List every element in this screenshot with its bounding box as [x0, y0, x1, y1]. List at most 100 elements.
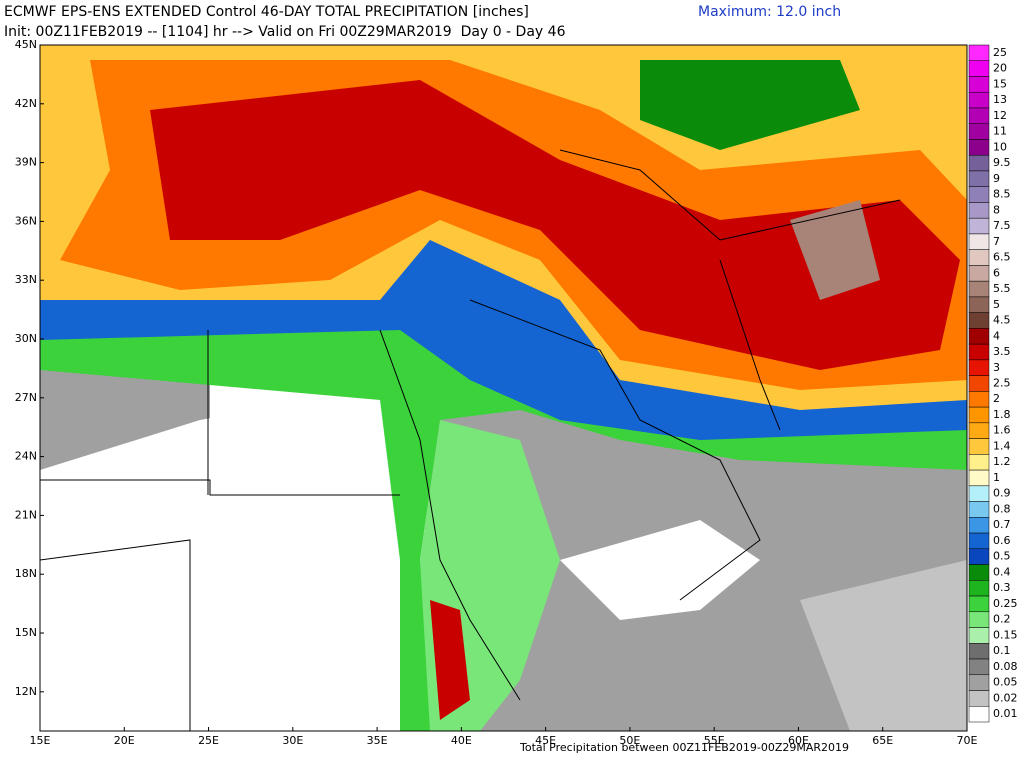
- lat-label: 33N: [15, 273, 37, 286]
- lat-label: 12N: [15, 685, 37, 698]
- colorbar-swatch: [968, 658, 990, 676]
- lat-label: 30N: [15, 332, 37, 345]
- lon-label: 15E: [30, 734, 51, 747]
- colorbar-label: 0.8: [993, 502, 1011, 515]
- colorbar-label: 0.08: [993, 660, 1018, 673]
- colorbar-label: 6.5: [993, 251, 1011, 264]
- lon-label: 25E: [198, 734, 219, 747]
- colorbar-swatch: [968, 690, 990, 707]
- precip-map: [40, 45, 967, 731]
- lon-label: 65E: [872, 734, 893, 747]
- colorbar-swatch: [968, 580, 990, 597]
- colorbar-label: 25: [993, 46, 1007, 59]
- map-frame: [39, 44, 968, 732]
- colorbar-swatch: [968, 328, 990, 345]
- lat-label: 36N: [15, 214, 37, 227]
- colorbar-label: 12: [993, 109, 1007, 122]
- colorbar-label: 9.5: [993, 156, 1011, 169]
- colorbar-label: 2: [993, 392, 1000, 405]
- lat-label: 39N: [15, 156, 37, 169]
- colorbar-label: 0.7: [993, 518, 1011, 531]
- colorbar-label: 13: [993, 93, 1007, 106]
- lat-label: 45N: [15, 38, 37, 51]
- colorbar-label: 10: [993, 140, 1007, 153]
- colorbar-swatch: [968, 343, 990, 361]
- colorbar-swatch: [968, 706, 990, 723]
- colorbar-swatch: [968, 170, 990, 187]
- colorbar-swatch: [968, 517, 990, 534]
- lat-label: 24N: [15, 450, 37, 463]
- lat-label: 21N: [15, 508, 37, 521]
- colorbar-label: 1.4: [993, 439, 1011, 452]
- colorbar-swatch: [968, 312, 990, 329]
- lon-label: 40E: [451, 734, 472, 747]
- colorbar-swatch: [968, 44, 990, 61]
- colorbar-swatch: [968, 422, 990, 439]
- colorbar-swatch: [968, 611, 990, 628]
- lon-label: 70E: [957, 734, 978, 747]
- colorbar-swatch: [968, 375, 990, 392]
- colorbar-swatch: [968, 595, 990, 613]
- colorbar-swatch: [968, 296, 990, 313]
- colorbar-swatch: [968, 627, 990, 644]
- footer: Total Precipitation between 00Z11FEB2019…: [519, 741, 849, 754]
- init-line: Init: 00Z11FEB2019 -- [1104] hr --> Vali…: [4, 24, 566, 40]
- colorbar-swatch: [968, 202, 990, 219]
- title: ECMWF EPS-ENS EXTENDED Control 46-DAY TO…: [4, 4, 529, 20]
- colorbar-label: 4: [993, 329, 1000, 342]
- lat-label: 27N: [15, 391, 37, 404]
- colorbar-swatch: [968, 217, 990, 235]
- colorbar-swatch: [968, 91, 990, 109]
- colorbar-swatch: [968, 532, 990, 550]
- colorbar-label: 0.05: [993, 676, 1018, 689]
- lon-label: 55E: [704, 734, 725, 747]
- colorbar-label: 0.02: [993, 691, 1018, 704]
- lat-label: 15N: [15, 626, 37, 639]
- colorbar-label: 5.5: [993, 282, 1011, 295]
- colorbar-label: 3: [993, 361, 1000, 374]
- colorbar-label: 11: [993, 125, 1007, 138]
- colorbar-label: 2.5: [993, 377, 1011, 390]
- colorbar-label: 1: [993, 471, 1000, 484]
- colorbar-label: 4.5: [993, 314, 1011, 327]
- colorbar-label: 5: [993, 298, 1000, 311]
- colorbar-swatch: [968, 154, 990, 172]
- colorbar-swatch: [968, 438, 990, 455]
- colorbar-swatch: [968, 501, 990, 518]
- colorbar-swatch: [968, 548, 990, 565]
- colorbar-swatch: [968, 485, 990, 502]
- colorbar-label: 6: [993, 266, 1000, 279]
- colorbar-label: 7.5: [993, 219, 1011, 232]
- colorbar-label: 0.3: [993, 581, 1011, 594]
- colorbar-label: 1.6: [993, 424, 1011, 437]
- colorbar-swatch: [968, 139, 990, 156]
- colorbar-swatch: [968, 391, 990, 408]
- lon-label: 20E: [114, 734, 135, 747]
- colorbar-label: 9: [993, 172, 1000, 185]
- colorbar-label: 8.5: [993, 188, 1011, 201]
- colorbar-label: 0.1: [993, 644, 1011, 657]
- lon-label: 35E: [367, 734, 388, 747]
- colorbar-label: 0.9: [993, 487, 1011, 500]
- colorbar-swatch: [968, 280, 990, 298]
- colorbar-label: 0.6: [993, 534, 1011, 547]
- lon-label: 60E: [788, 734, 809, 747]
- colorbar-swatch: [968, 107, 990, 124]
- colorbar-swatch: [968, 123, 990, 140]
- colorbar-label: 20: [993, 62, 1007, 75]
- colorbar-label: 0.25: [993, 597, 1018, 610]
- colorbar-swatch: [968, 60, 990, 77]
- colorbar-swatch: [968, 564, 990, 581]
- colorbar-label: 1.8: [993, 408, 1011, 421]
- colorbar-swatch: [968, 674, 990, 691]
- lat-label: 18N: [15, 567, 37, 580]
- colorbar-swatch: [968, 186, 990, 203]
- colorbar-label: 0.5: [993, 550, 1011, 563]
- colorbar-swatch: [968, 643, 990, 660]
- colorbar-swatch: [968, 249, 990, 266]
- colorbar-label: 0.4: [993, 565, 1011, 578]
- colorbar-swatch: [968, 233, 990, 250]
- colorbar-label: 3.5: [993, 345, 1011, 358]
- colorbar-label: 0.2: [993, 613, 1011, 626]
